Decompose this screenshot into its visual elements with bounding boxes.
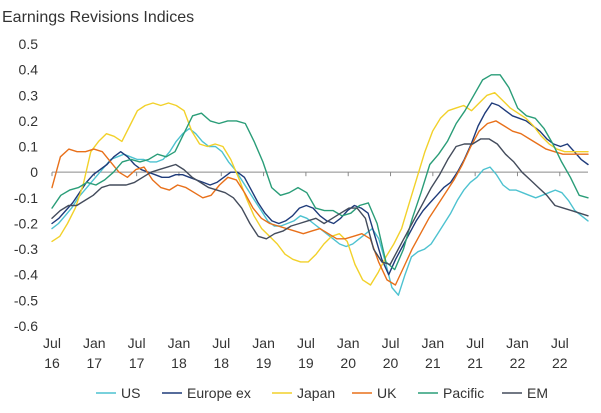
legend-label: Europe ex [187,385,251,401]
legend-label: US [121,385,140,401]
y-axis-ticks: 0.5 0.4 0.3 0.2 0.1 0 -0.1 -0.2 -0.3 -0.4 -0.5 -0.6 [14,36,38,334]
x-tick-month: Jul [43,335,61,351]
series-line-japan [51,91,589,286]
x-tick-month: Jul [466,335,484,351]
x-tick-year: 19 [256,355,272,371]
x-tick-year: 17 [87,355,103,371]
y-tick-label: 0.1 [19,139,39,155]
x-tick-month: Jul [297,335,315,351]
y-tick-label: 0.5 [19,36,39,52]
legend: US Europe ex Japan UK Pacific EM [96,385,548,401]
x-tick-month: Jul [212,335,230,351]
x-tick-month: Jan [337,335,360,351]
y-tick-label: 0.4 [19,62,39,78]
x-tick-year: 20 [340,355,356,371]
legend-label: UK [377,385,397,401]
y-tick-label: -0.5 [14,292,38,308]
legend-label: EM [527,385,548,401]
x-tick-year: 21 [467,355,483,371]
x-tick-month: Jan [168,335,191,351]
y-tick-label: -0.3 [14,241,38,257]
x-tick-year: 19 [298,355,314,371]
series-line-europe-ex [51,102,589,276]
x-tick-month: Jul [551,335,569,351]
y-tick-label: 0.2 [19,113,39,129]
x-tick-year: 18 [171,355,187,371]
x-tick-month: Jul [382,335,400,351]
x-tick-month: Jan [252,335,275,351]
x-axis-ticks: Jul 16 Jan 17 Jul 17 Jan 18 Jul 18 Jan 19 Jul 19 Jan 20… [43,172,569,371]
y-tick-label: -0.4 [14,267,38,283]
x-tick-month: Jan [422,335,445,351]
x-tick-month: Jul [128,335,146,351]
series-line-pacific [51,74,589,271]
x-tick-month: Jan [83,335,106,351]
series-line-us [51,127,589,296]
x-tick-year: 16 [44,355,60,371]
x-tick-year: 20 [383,355,399,371]
series-line-em [51,138,589,266]
y-tick-label: -0.2 [14,215,38,231]
x-tick-year: 21 [425,355,441,371]
x-tick-month: Jan [506,335,529,351]
y-tick-label: 0 [30,164,38,180]
chart-title: Earnings Revisions Indices [2,9,194,26]
x-tick-year: 22 [552,355,568,371]
series-line-uk [51,120,589,286]
x-tick-year: 17 [129,355,145,371]
x-tick-year: 22 [510,355,526,371]
x-tick-year: 18 [213,355,229,371]
legend-label: Pacific [443,385,484,401]
plot-area [51,74,589,296]
y-tick-label: 0.3 [19,87,39,103]
legend-label: Japan [297,385,335,401]
y-tick-label: -0.1 [14,190,38,206]
y-tick-label: -0.6 [14,318,38,334]
